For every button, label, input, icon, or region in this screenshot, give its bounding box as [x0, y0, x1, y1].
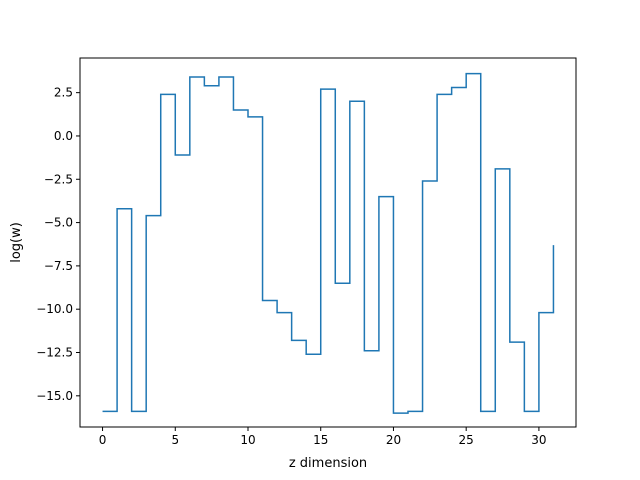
y-tick-label: −5.0: [44, 216, 73, 230]
y-tick-label: −10.0: [36, 302, 73, 316]
x-tick-label: 25: [459, 433, 474, 447]
y-tick-label: −12.5: [36, 346, 73, 360]
x-axis-label: z dimension: [289, 456, 367, 471]
series-line: [102, 72, 555, 414]
y-axis-ticks: −15.0 −12.5 −10.0 −7.5 −5.0 −2.5 0.0 2.5: [36, 86, 80, 403]
x-tick-label: 15: [313, 433, 328, 447]
x-tick-label: 5: [171, 433, 179, 447]
y-tick-label: −2.5: [44, 172, 73, 186]
axes-frame: [79, 57, 577, 428]
y-axis-label: log(w): [9, 222, 24, 263]
plot-area: [102, 72, 555, 414]
x-tick-label: 20: [386, 433, 401, 447]
y-tick-label: 0.0: [54, 129, 73, 143]
y-tick-label: 2.5: [54, 86, 73, 100]
x-tick-label: 0: [99, 433, 107, 447]
x-axis-ticks: 0 5 10 15 20 25 30: [99, 427, 547, 447]
x-tick-label: 10: [240, 433, 255, 447]
y-tick-label: −15.0: [36, 389, 73, 403]
y-tick-label: −7.5: [44, 259, 73, 273]
x-tick-label: 30: [531, 433, 546, 447]
